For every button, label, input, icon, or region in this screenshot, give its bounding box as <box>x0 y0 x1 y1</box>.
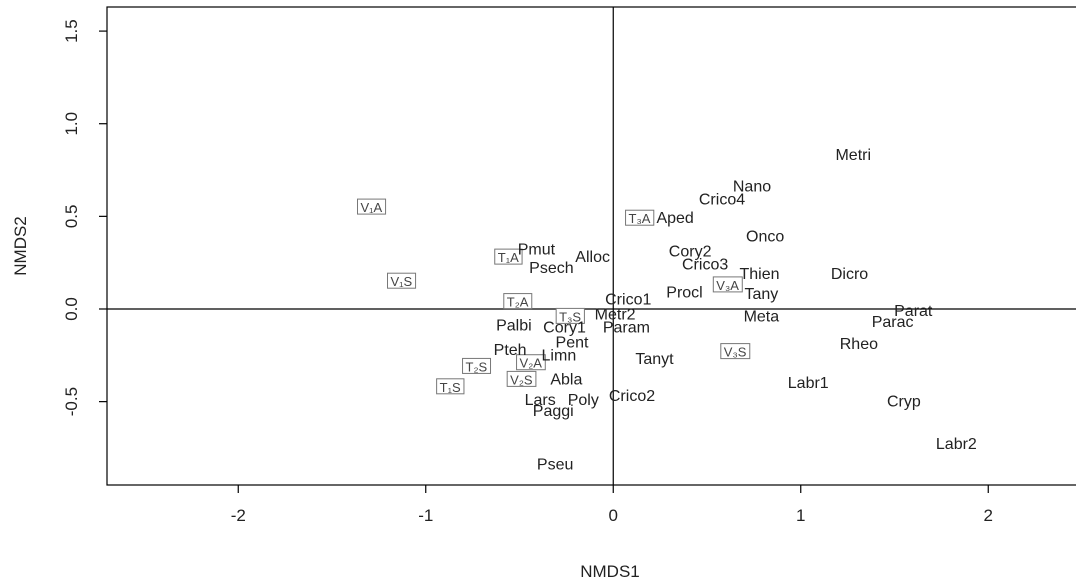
site-marker: T₁S <box>436 378 465 395</box>
species-label: Param <box>603 320 650 337</box>
x-axis-ticks: -2 -1 0 1 2 <box>231 485 993 525</box>
site-box <box>506 370 537 387</box>
species-label: Cory1 <box>543 320 586 337</box>
species-label: Pseu <box>537 457 573 474</box>
species-label: Lars <box>525 392 556 409</box>
y-axis-title: NMDS2 <box>11 216 30 276</box>
site-label: T₂S <box>466 359 488 374</box>
site-label: T₁A <box>498 250 519 265</box>
site-box <box>712 276 743 293</box>
site-box <box>720 343 751 360</box>
species-label: Dicro <box>831 266 868 283</box>
site-label: T₃S <box>559 309 581 324</box>
species-label: Procl <box>666 284 702 301</box>
species-label: Labr1 <box>788 375 829 392</box>
site-label: V₁S <box>391 274 413 289</box>
species-label: Metr2 <box>595 307 636 324</box>
species-label: Tany <box>744 286 778 303</box>
species-label: Crico3 <box>682 257 728 274</box>
site-label: V₃A <box>716 278 739 293</box>
site-label: V₃S <box>724 345 747 360</box>
species-label: Pent <box>556 334 589 351</box>
site-marker: V₂S <box>506 370 537 387</box>
species-label: Psech <box>529 260 573 277</box>
species-label: Crico1 <box>605 292 651 309</box>
site-box <box>494 248 523 265</box>
species-label: Crico2 <box>609 388 655 405</box>
species-label: Labr2 <box>936 436 977 453</box>
species-label: Aped <box>656 210 693 227</box>
plot-frame <box>106 6 1076 486</box>
site-marker: V₃S <box>720 343 751 360</box>
site-box <box>625 209 655 226</box>
x-tick-label: -2 <box>231 506 246 525</box>
site-label: T₂A <box>507 295 529 310</box>
site-box <box>436 378 465 395</box>
species-label: Onco <box>746 229 784 246</box>
species-label: Poly <box>568 392 599 409</box>
site-marker: T₃A <box>625 209 655 226</box>
species-label: Limn <box>542 347 577 364</box>
site-marker: T₃S <box>555 307 585 324</box>
species-label: Cryp <box>887 394 921 411</box>
site-label: V₁A <box>361 200 383 215</box>
species-label: Nano <box>733 179 771 196</box>
species-label: Alloc <box>575 249 610 266</box>
x-tick-label: 0 <box>609 506 618 525</box>
species-label: Tanyt <box>635 351 674 368</box>
x-tick-label: 1 <box>796 506 805 525</box>
species-label: Cory2 <box>669 244 712 261</box>
site-box <box>516 354 546 371</box>
x-tick-label: -1 <box>418 506 433 525</box>
species-label: Palbi <box>496 318 532 335</box>
y-tick-label: 1.0 <box>62 112 81 136</box>
y-tick-label: 0.0 <box>62 297 81 321</box>
species-label: Parat <box>894 303 933 320</box>
site-box <box>357 198 387 215</box>
y-tick-label: 1.5 <box>62 19 81 43</box>
species-label: Pmut <box>518 242 556 259</box>
site-marker: T₂S <box>462 357 492 374</box>
site-marker: T₂A <box>503 293 533 310</box>
site-box <box>555 307 585 324</box>
site-marker: V₂A <box>516 354 546 371</box>
species-label: Paggi <box>533 403 574 420</box>
site-box <box>462 357 492 374</box>
x-axis-title: NMDS1 <box>580 562 640 581</box>
site-label: T₃A <box>629 211 651 226</box>
site-box <box>503 293 533 310</box>
species-label: Rheo <box>840 336 878 353</box>
site-box <box>387 272 417 289</box>
site-marker: V₁S <box>387 272 417 289</box>
species-label: Meta <box>744 308 780 325</box>
species-label: Pteh <box>494 342 527 359</box>
reference-lines <box>107 7 1076 485</box>
species-label: Crico4 <box>699 192 745 209</box>
y-tick-label: 0.5 <box>62 205 81 229</box>
site-label: V₂A <box>520 356 543 371</box>
site-marker: V₁A <box>357 198 387 215</box>
site-label: T₁S <box>440 380 461 395</box>
x-tick-label: 2 <box>984 506 993 525</box>
species-label: Thien <box>739 266 779 283</box>
site-label: V₂S <box>510 372 533 387</box>
species-label: Parac <box>872 314 914 331</box>
site-marker: V₃A <box>712 276 743 293</box>
species-label: Abla <box>550 371 582 388</box>
y-axis-ticks: -0.5 0.0 0.5 1.0 1.5 <box>62 19 107 416</box>
y-tick-label: -0.5 <box>62 387 81 416</box>
site-marker: T₁A <box>494 248 523 265</box>
species-label: Metri <box>835 147 871 164</box>
